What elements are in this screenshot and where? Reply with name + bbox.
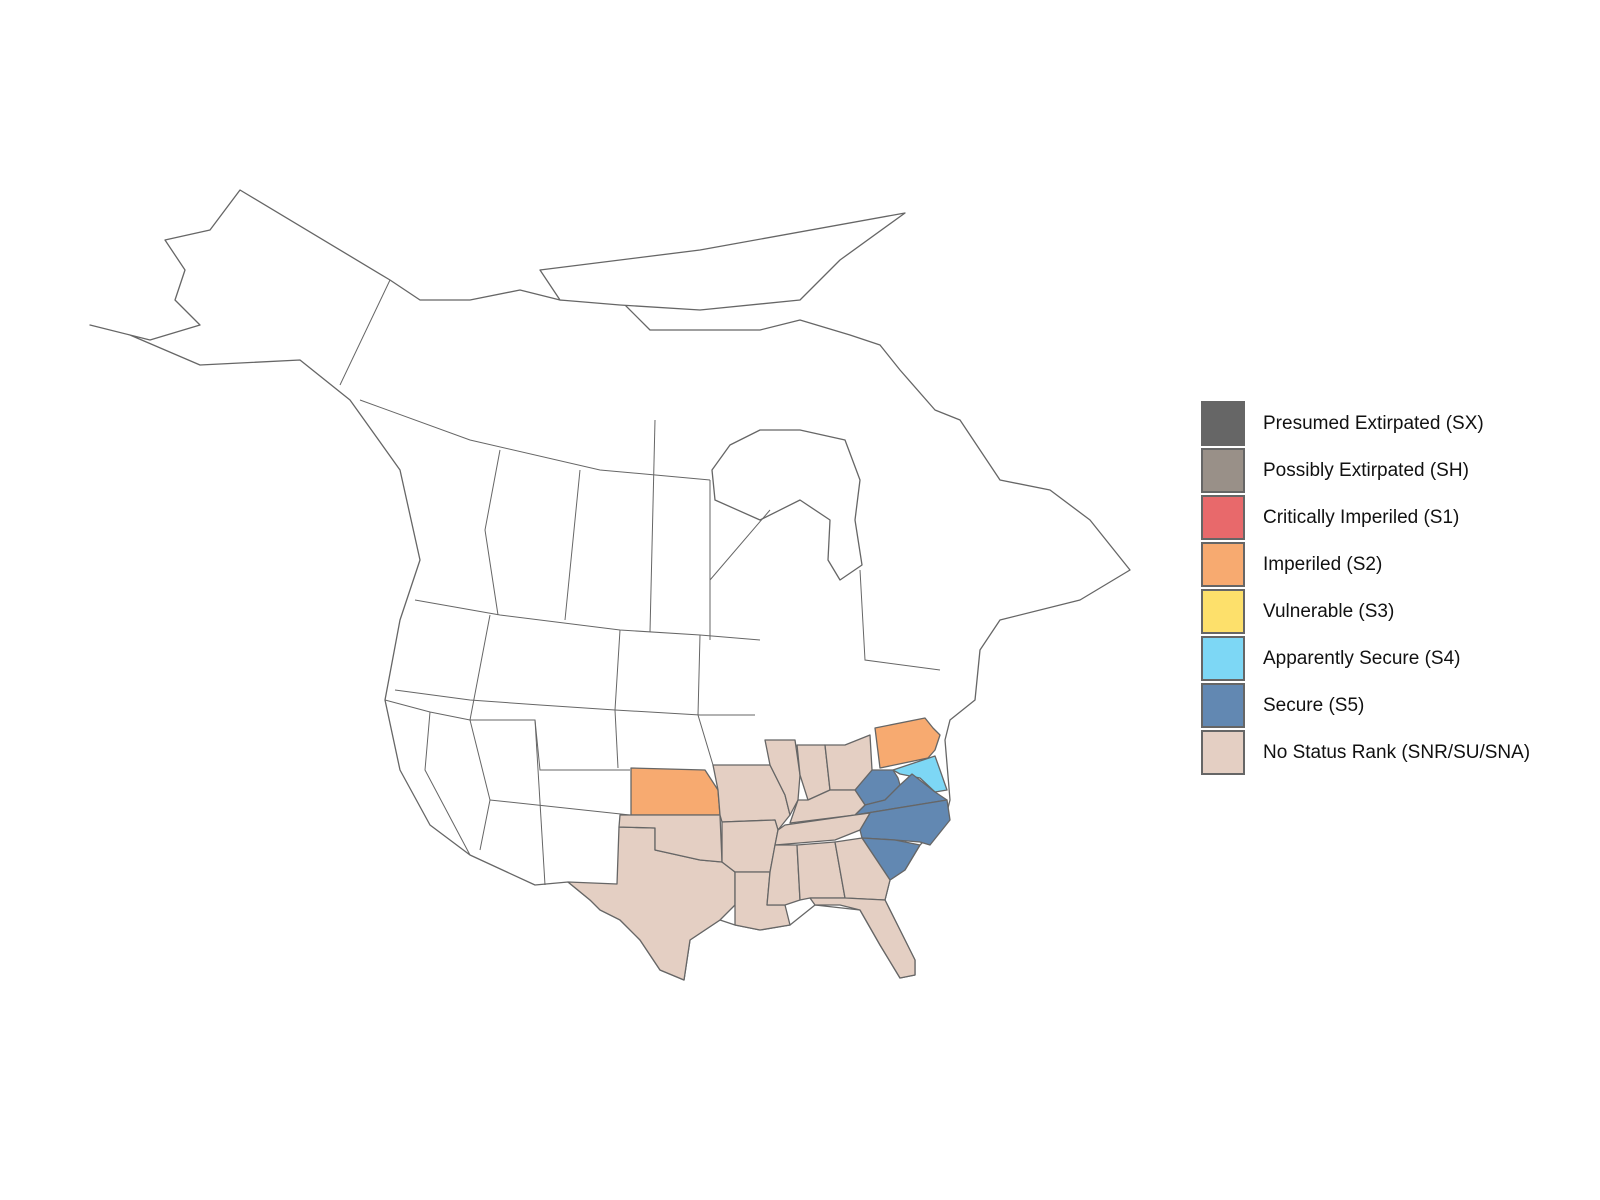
territory-border [359,399,711,481]
region-fl [809,897,916,979]
region-il [764,739,801,816]
border [489,799,631,816]
legend-item-sx: Presumed Extirpated (SX) [1201,400,1530,447]
hudson-bay [711,429,863,581]
legend-item-snr: No Status Rank (SNR/SU/SNA) [1201,729,1530,776]
region-nc [854,799,951,846]
legend-swatch [1201,730,1245,775]
legend-swatch [1201,448,1245,493]
legend-item-s1: Critically Imperiled (S1) [1201,494,1530,541]
legend-swatch [1201,636,1245,681]
legend-item-s5: Secure (S5) [1201,682,1530,729]
legend-item-s3: Vulnerable (S3) [1201,588,1530,635]
border [697,634,714,766]
border [424,711,471,856]
legend-item-s2: Imperiled (S2) [1201,541,1530,588]
border [534,719,546,886]
border [709,509,771,581]
legend-swatch [1201,683,1245,728]
region-pa [874,717,941,769]
legend-item-s4: Apparently Secure (S4) [1201,635,1530,682]
north-america-landmass [89,189,1131,981]
border [614,709,619,769]
region-ky [789,789,866,824]
ranked-regions [567,717,951,981]
legend-label: No Status Rank (SNR/SU/SNA) [1263,741,1531,763]
region-ga [834,837,891,901]
continent-base [89,189,1131,981]
border [394,689,755,716]
legend-item-sh: Possibly Extirpated (SH) [1201,447,1530,494]
border [649,419,656,633]
border [614,629,621,711]
region-ar [721,819,779,873]
region-ok [618,814,723,863]
legend: Presumed Extirpated (SX) Possibly Extirpa… [1201,400,1530,776]
legend-label: Critically Imperiled (S1) [1263,506,1460,528]
border [484,449,501,616]
arctic-islands [539,212,906,311]
legend-label: Imperiled (S2) [1263,553,1383,575]
border [564,469,581,621]
legend-label: Presumed Extirpated (SX) [1263,412,1484,434]
border [859,569,941,671]
region-tn [774,812,871,846]
border [384,699,630,771]
legend-swatch [1201,542,1245,587]
legend-label: Secure (S5) [1263,694,1365,716]
boundary-lines [339,279,941,886]
legend-label: Apparently Secure (S4) [1263,647,1461,669]
legend-label: Vulnerable (S3) [1263,600,1395,622]
legend-label: Possibly Extirpated (SH) [1263,459,1469,481]
border [469,614,491,851]
alaska-border [339,279,391,386]
region-md-de [892,755,948,793]
legend-swatch [1201,589,1245,634]
legend-swatch [1201,401,1245,446]
region-ks [630,767,721,816]
legend-swatch [1201,495,1245,540]
